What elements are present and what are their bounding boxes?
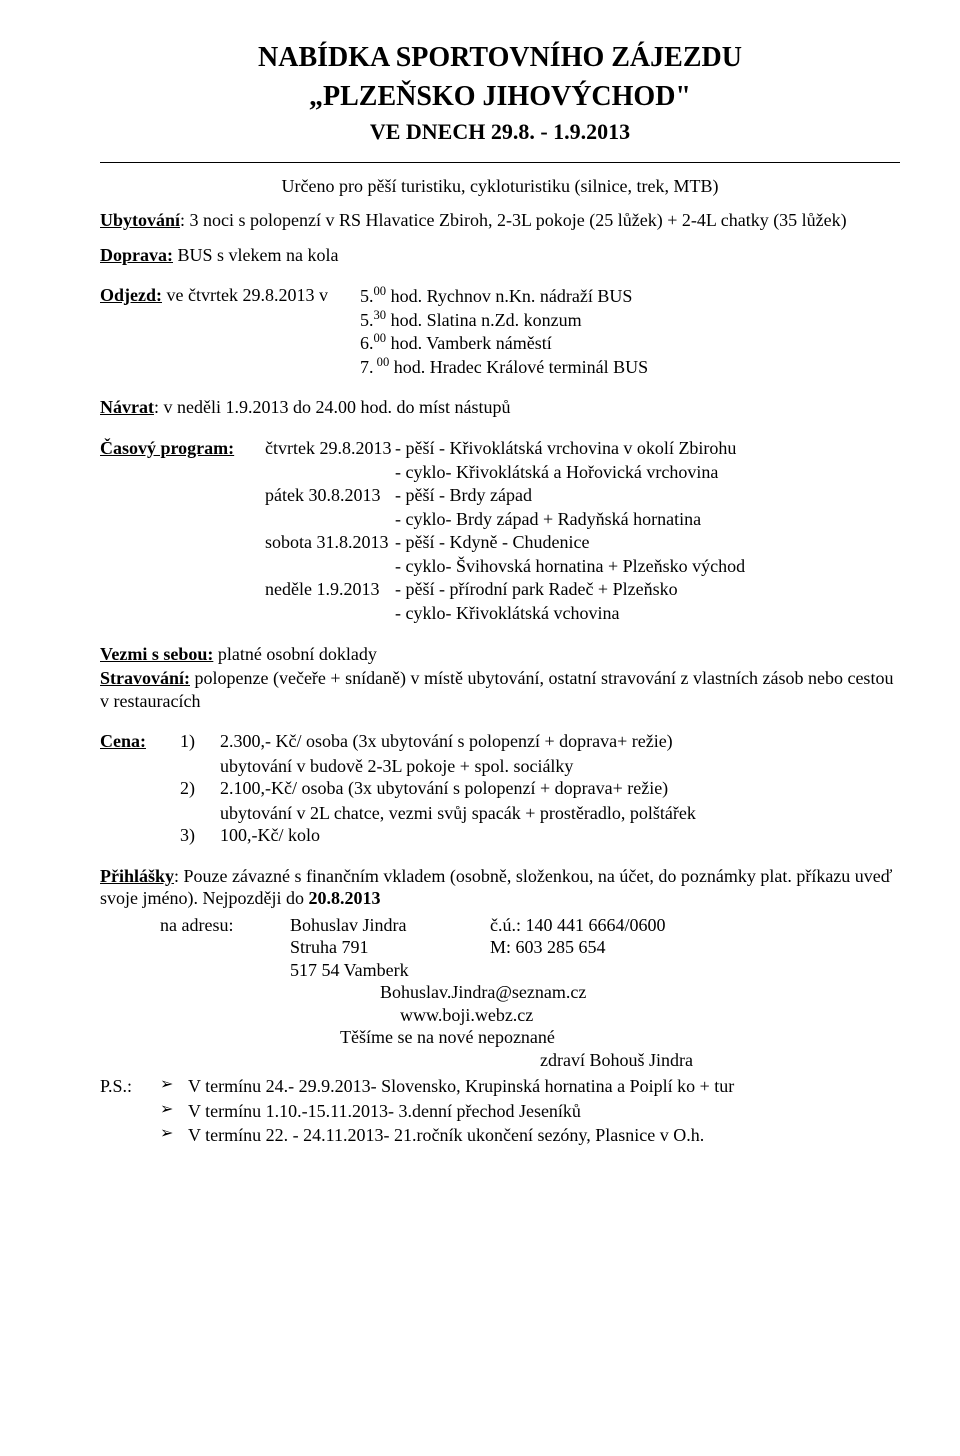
price-1-text: 2.300,- Kč/ osoba (3x ubytování s polope… bbox=[220, 730, 673, 753]
price-3-text: 100,-Kč/ kolo bbox=[220, 824, 320, 847]
bring-block: Vezmi s sebou: platné osobní doklady bbox=[100, 643, 900, 666]
catering-text: polopenze (večeře + snídaně) v místě uby… bbox=[100, 668, 893, 711]
departure-time-4: 7. 00 hod. Hradec Králové terminál BUS bbox=[360, 355, 648, 379]
catering-label: Stravování: bbox=[100, 668, 190, 688]
departure-label: Odjezd: bbox=[100, 285, 162, 305]
schedule-day-2: pátek 30.8.2013 bbox=[265, 484, 395, 507]
schedule-label: Časový program: bbox=[100, 438, 234, 458]
ps-block: P.S.: ➢ V termínu 24.- 29.9.2013- Sloven… bbox=[100, 1075, 900, 1149]
page-title-1: NABÍDKA SPORTOVNÍHO ZÁJEZDU bbox=[100, 40, 900, 75]
departure-block: Odjezd: ve čtvrtek 29.8.2013 v 5.00 hod.… bbox=[100, 284, 900, 378]
schedule-d1-cyklo: - cyklo- Křivoklátská a Hořovická vrchov… bbox=[395, 461, 900, 484]
schedule-block: Časový program: čtvrtek 29.8.2013 - pěší… bbox=[100, 437, 900, 625]
catering-block: Stravování: polopenze (večeře + snídaně)… bbox=[100, 667, 900, 712]
bullet-icon: ➢ bbox=[160, 1075, 188, 1095]
schedule-d3-cyklo: - cyklo- Švihovská hornatina + Plzeňsko … bbox=[395, 555, 900, 578]
list-item: ➢ V termínu 1.10.-15.11.2013- 3.denní př… bbox=[160, 1100, 900, 1123]
schedule-d3-pesi: - pěší - Kdyně - Chudenice bbox=[395, 531, 900, 554]
return-label: Návrat bbox=[100, 397, 154, 417]
return-text: : v neděli 1.9.2013 do 24.00 hod. do mís… bbox=[154, 397, 510, 417]
schedule-d1-pesi: - pěší - Křivoklátská vrchovina v okolí … bbox=[395, 437, 900, 460]
schedule-day-3: sobota 31.8.2013 bbox=[265, 531, 395, 554]
accommodation-label: Ubytování bbox=[100, 210, 180, 230]
schedule-d2-pesi: - pěší - Brdy západ bbox=[395, 484, 900, 507]
price-1-sub: ubytování v budově 2-3L pokoje + spol. s… bbox=[220, 755, 900, 778]
departure-time-3: 6.00 hod. Vamberk náměstí bbox=[360, 331, 552, 355]
page-title-3: VE DNECH 29.8. - 1.9.2013 bbox=[100, 118, 900, 146]
schedule-d4-pesi: - pěší - přírodní park Radeč + Plzeňsko bbox=[395, 578, 900, 601]
applications-text: : Pouze závazné s finančním vkladem (oso… bbox=[100, 866, 892, 909]
bring-label: Vezmi s sebou: bbox=[100, 644, 213, 664]
schedule-day-4: neděle 1.9.2013 bbox=[265, 578, 395, 601]
schedule-d2-cyklo: - cyklo- Brdy západ + Radyňská hornatina bbox=[395, 508, 900, 531]
transport-block: Doprava: BUS s vlekem na kola bbox=[100, 244, 900, 267]
return-block: Návrat: v neděli 1.9.2013 do 24.00 hod. … bbox=[100, 396, 900, 419]
price-1-num: 1) bbox=[180, 730, 220, 753]
ps-label: P.S.: bbox=[100, 1075, 160, 1098]
accommodation-block: Ubytování: 3 noci s polopenzí v RS Hlava… bbox=[100, 209, 900, 232]
price-block: Cena: 1) 2.300,- Kč/ osoba (3x ubytování… bbox=[100, 730, 900, 847]
greeting-2: zdraví Bohouš Jindra bbox=[540, 1049, 900, 1072]
bullet-icon: ➢ bbox=[160, 1124, 188, 1144]
bullet-1: V termínu 24.- 29.9.2013- Slovensko, Kru… bbox=[188, 1075, 734, 1098]
page-title-2: „PLZEŇSKO JIHOVÝCHOD" bbox=[100, 79, 900, 114]
price-2-sub: ubytování v 2L chatce, vezmi svůj spacák… bbox=[220, 802, 900, 825]
transport-text: BUS s vlekem na kola bbox=[173, 245, 338, 265]
list-item: ➢ V termínu 22. - 24.11.2013- 21.ročník … bbox=[160, 1124, 900, 1147]
applications-block: Přihlášky: Pouze závazné s finančním vkl… bbox=[100, 865, 900, 1072]
price-2-text: 2.100,-Kč/ osoba (3x ubytování s polopen… bbox=[220, 777, 668, 800]
applications-deadline: 20.8.2013 bbox=[308, 888, 380, 908]
addr-label: na adresu: bbox=[160, 914, 290, 937]
accommodation-text: : 3 noci s polopenzí v RS Hlavatice Zbir… bbox=[180, 210, 847, 230]
departure-time-2: 5.30 hod. Slatina n.Zd. konzum bbox=[360, 308, 582, 332]
schedule-d4-cyklo: - cyklo- Křivoklátská vchovina bbox=[395, 602, 900, 625]
bullet-2: V termínu 1.10.-15.11.2013- 3.denní přec… bbox=[188, 1100, 581, 1123]
web-line: www.boji.webz.cz bbox=[400, 1004, 900, 1027]
schedule-day-1: čtvrtek 29.8.2013 bbox=[265, 437, 395, 460]
addr-zip: 517 54 Vamberk bbox=[290, 959, 490, 982]
bullet-3: V termínu 22. - 24.11.2013- 21.ročník uk… bbox=[188, 1124, 704, 1147]
departure-lead: ve čtvrtek 29.8.2013 v bbox=[162, 285, 328, 305]
price-label: Cena: bbox=[100, 731, 146, 751]
greeting-1: Těšíme se na nové nepoznané bbox=[340, 1026, 900, 1049]
transport-label: Doprava: bbox=[100, 245, 173, 265]
bring-text: platné osobní doklady bbox=[213, 644, 376, 664]
applications-label: Přihlášky bbox=[100, 866, 174, 886]
list-item: ➢ V termínu 24.- 29.9.2013- Slovensko, K… bbox=[160, 1075, 900, 1098]
intro-line: Určeno pro pěší turistiku, cykloturistik… bbox=[100, 175, 900, 198]
divider bbox=[100, 162, 900, 163]
addr-name: Bohuslav Jindra bbox=[290, 914, 490, 937]
price-3-num: 3) bbox=[180, 824, 220, 847]
email-line: Bohuslav.Jindra@seznam.cz bbox=[380, 981, 900, 1004]
addr-street: Struha 791 bbox=[290, 936, 490, 959]
price-2-num: 2) bbox=[180, 777, 220, 800]
addr-mobile: M: 603 285 654 bbox=[490, 936, 606, 959]
bullet-icon: ➢ bbox=[160, 1100, 188, 1120]
addr-account: č.ú.: 140 441 6664/0600 bbox=[490, 914, 666, 937]
departure-time-1: 5.00 hod. Rychnov n.Kn. nádraží BUS bbox=[360, 284, 632, 308]
